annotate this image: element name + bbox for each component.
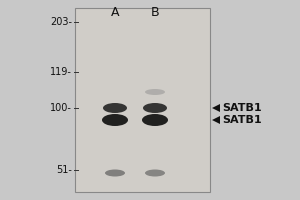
Text: 100-: 100- [50,103,72,113]
Text: SATB1: SATB1 [222,115,262,125]
Text: 51-: 51- [56,165,72,175]
Ellipse shape [102,114,128,126]
Polygon shape [212,104,220,112]
Ellipse shape [145,89,165,95]
Ellipse shape [103,103,127,113]
Text: 119-: 119- [50,67,72,77]
Ellipse shape [143,103,167,113]
Text: 203-: 203- [50,17,72,27]
Text: B: B [151,5,159,19]
Ellipse shape [105,170,125,176]
Text: A: A [111,5,119,19]
Bar [75,8,210,192]
Polygon shape [212,116,220,124]
Ellipse shape [145,170,165,176]
Ellipse shape [142,114,168,126]
Text: SATB1: SATB1 [222,103,262,113]
